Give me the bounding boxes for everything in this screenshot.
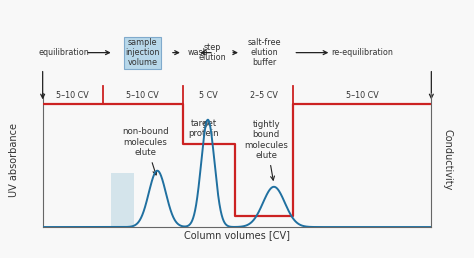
Text: 2–5 CV: 2–5 CV (250, 91, 278, 100)
Text: wash: wash (188, 48, 209, 57)
Text: UV absorbance: UV absorbance (9, 123, 18, 197)
X-axis label: Column volumes [CV]: Column volumes [CV] (184, 230, 290, 240)
Text: target
protein: target protein (189, 119, 219, 139)
Text: equilibration: equilibration (38, 48, 89, 57)
Text: non-bound
molecules
elute: non-bound molecules elute (122, 127, 169, 175)
Y-axis label: Conductivity: Conductivity (442, 129, 453, 191)
Text: 5–10 CV: 5–10 CV (127, 91, 159, 100)
Text: tightly
bound
molecules
elute: tightly bound molecules elute (244, 120, 288, 180)
Bar (110, 173, 134, 227)
Text: re-equilibration: re-equilibration (331, 48, 393, 57)
Text: step
elution: step elution (199, 43, 227, 62)
Text: 5–10 CV: 5–10 CV (346, 91, 379, 100)
Text: sample
injection
volume: sample injection volume (126, 38, 160, 67)
Text: 5 CV: 5 CV (200, 91, 218, 100)
Text: salt-free
elution
buffer: salt-free elution buffer (247, 38, 281, 67)
Text: 5–10 CV: 5–10 CV (56, 91, 89, 100)
